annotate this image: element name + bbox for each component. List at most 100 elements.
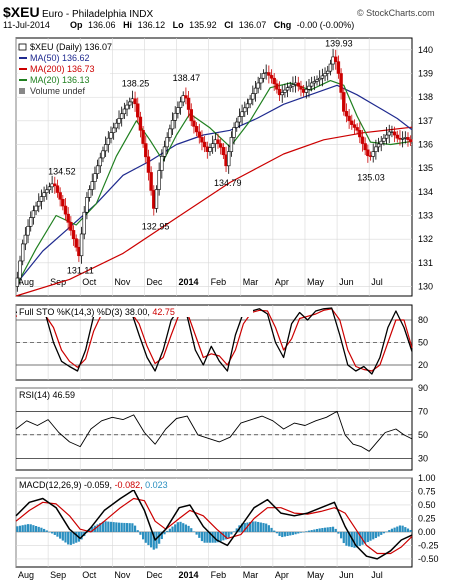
macd-histogram-bar — [131, 523, 134, 532]
macd-histogram-bar — [329, 527, 332, 532]
macd-histogram-bar — [315, 528, 319, 532]
macd-label: MACD(12,26,9) -0.059, -0.082, 0.023 — [19, 480, 168, 490]
macd-histogram-bar — [101, 521, 105, 532]
macd-ytick-label: 1.00 — [418, 473, 436, 483]
candle-body — [408, 139, 413, 143]
macd-histogram-bar — [404, 527, 407, 532]
macd-histogram-bar — [96, 524, 99, 532]
macd-histogram-bar — [150, 531, 153, 548]
candle-body — [162, 146, 167, 157]
macd-histogram-bar — [203, 531, 206, 543]
price-annotation: 138.47 — [173, 73, 201, 83]
candle-body — [240, 111, 244, 117]
price-xtick-label: Jun — [339, 277, 354, 287]
price-xtick-label: Feb — [211, 277, 227, 287]
candle-body — [336, 61, 341, 74]
price-annotation: 131.11 — [67, 265, 94, 275]
candle-body — [165, 137, 169, 148]
price-ytick-label: 136 — [418, 140, 433, 150]
candle-body — [216, 139, 220, 144]
macd-histogram-bar — [390, 528, 394, 532]
macd-hist-value: 0.023 — [145, 480, 168, 490]
candle-body — [101, 150, 105, 159]
macd-histogram-bar — [192, 531, 196, 532]
low-label: Lo — [173, 20, 184, 30]
macd-histogram-bar — [334, 528, 337, 532]
price-ytick-label: 135 — [418, 163, 433, 173]
candle-body — [146, 156, 151, 173]
price-annotation: 139.93 — [325, 38, 353, 48]
chart-symbol: $XEU — [3, 4, 40, 20]
candle-body — [360, 136, 365, 144]
candle-body — [125, 104, 129, 110]
macd-histogram-bar — [216, 531, 220, 543]
macd-histogram-bar — [21, 525, 24, 532]
rsi-panel: 30 50 70 90 RSI(14) 46.59 — [15, 383, 428, 471]
candle-body — [243, 107, 247, 113]
macd-histogram-bar — [88, 529, 91, 532]
macd-histogram-bar — [222, 531, 225, 541]
macd-histogram-bar — [176, 522, 179, 532]
price-xtick-label: Oct — [82, 277, 97, 287]
candle-body — [109, 132, 113, 139]
macd-xtick-label: 2014 — [179, 570, 199, 580]
macd-histogram-bar — [163, 531, 166, 535]
macd-label-bg — [17, 479, 239, 490]
candle-body — [227, 151, 231, 167]
price-xtick-label: Apr — [275, 277, 289, 287]
price-xtick-label: Dec — [146, 277, 163, 287]
stoch-ytick-label: 50 — [418, 338, 428, 348]
macd-signal-line — [15, 497, 413, 555]
macd-histogram-bar — [59, 531, 62, 539]
candle-body — [299, 85, 303, 90]
candle-body — [342, 92, 346, 112]
macd-histogram-bar — [200, 531, 204, 542]
candle-body — [371, 151, 375, 157]
macd-histogram-bar — [64, 531, 67, 543]
macd-histogram-bar — [34, 526, 38, 532]
macd-histogram-bar — [198, 531, 201, 538]
candle-body — [79, 233, 84, 257]
macd-histogram-bar — [144, 531, 147, 543]
macd-histogram-bar — [48, 531, 51, 533]
candle-body — [71, 230, 76, 240]
candle-body — [320, 75, 325, 79]
macd-histogram-bar — [155, 531, 158, 549]
open-value: 136.06 — [88, 20, 116, 30]
rsi-frame — [15, 387, 413, 471]
macd-histogram-bar — [321, 528, 324, 532]
price-xtick-label: Aug — [18, 277, 34, 287]
price-annotation: 134.79 — [214, 178, 242, 188]
candle-body — [280, 92, 284, 96]
candle-body — [149, 172, 153, 191]
candle-body — [326, 70, 330, 74]
candle-body — [29, 217, 33, 227]
macd-histogram-bar — [286, 531, 289, 536]
candle-body — [208, 147, 212, 152]
candle-body — [261, 73, 266, 79]
candle-body — [218, 143, 223, 148]
macd-histogram-bar — [283, 531, 287, 537]
macd-histogram-bar — [190, 528, 193, 532]
candle-body — [202, 141, 207, 148]
candle-body — [210, 143, 215, 148]
candle-body — [144, 143, 148, 158]
candle-body — [317, 77, 322, 81]
chart-instrument-name: Euro - Philadelphia INDX — [42, 9, 153, 20]
macd-histogram-bar — [385, 531, 388, 533]
candle-body — [173, 112, 177, 121]
open-label: Op — [70, 20, 83, 30]
macd-histogram-bar — [99, 523, 102, 532]
macd-histogram-bar — [206, 531, 209, 543]
macd-histogram-bar — [115, 522, 118, 532]
candle-body — [259, 77, 263, 84]
macd-histogram-bar — [302, 531, 305, 533]
candle-body — [253, 87, 258, 94]
close-label: Cl — [224, 20, 233, 30]
candle-body — [406, 137, 410, 140]
macd-histogram-bar — [91, 526, 94, 532]
candle-body — [350, 120, 354, 125]
candle-body — [111, 127, 116, 133]
macd-histogram-bar — [342, 531, 345, 544]
price-xtick-label: 2014 — [179, 277, 199, 287]
